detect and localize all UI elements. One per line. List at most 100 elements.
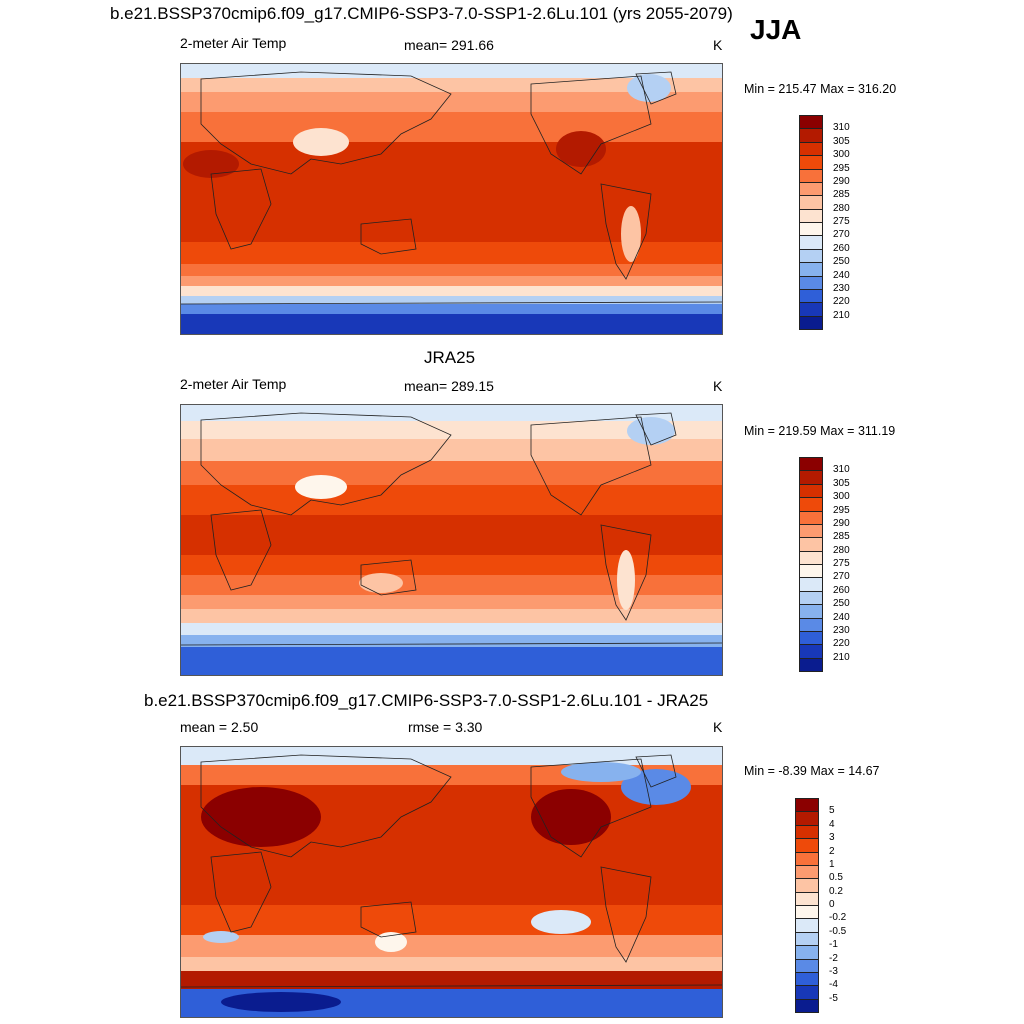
colorbar-tick-label: -2 [829,952,838,964]
panel2-colorbar: 310 305 300 295 290 285 280 275 270 260 250 240 230 2… [799,457,850,672]
panel2-minmax: Min = 219.59 Max = 311.19 [744,424,896,438]
colorbar-swatch [799,222,823,237]
colorbar-swatch [799,128,823,143]
colorbar-swatch [799,483,823,499]
colorbar-tick-label: 210 [833,651,850,663]
colorbar-tick-label: 260 [833,242,850,254]
panel1-minmax: Min = 215.47 Max = 316.20 [744,82,897,96]
colorbar-tick-label: 250 [833,256,850,268]
colorbar-tick-label: -4 [829,979,838,991]
panel2-mean: mean= 289.15 [404,378,494,394]
colorbar-swatch [795,798,819,813]
colorbar-swatch [795,811,819,826]
colorbar-tick-label: 280 [833,544,850,556]
colorbar-tick-label: 0 [829,899,835,910]
colorbar-tick-label: 310 [833,464,850,476]
panel3-mean: mean = 2.50 [180,719,259,735]
panel3-map [180,746,723,1018]
panel1-units: K [713,37,723,53]
colorbar-swatch [799,115,823,130]
colorbar-tick-label: 230 [833,624,850,636]
colorbar-swatch [799,315,823,330]
colorbar-swatch [795,931,819,947]
colorbar-tick-label: -0.5 [829,925,847,937]
colorbar-swatch [799,208,823,223]
panel1-colorbar: 310 305 300 295 290 285 280 275 270 260 250 240 230 2… [799,115,850,330]
colorbar-tick-label: 275 [833,216,850,227]
colorbar-tick-label: 305 [833,135,850,147]
colorbar-swatch [795,985,819,1000]
colorbar-swatch [799,195,823,210]
panel1-mean: mean= 291.66 [404,37,494,53]
colorbar-tick-label: -0.2 [829,912,847,924]
colorbar-swatch [795,891,819,906]
colorbar-swatch [799,644,823,659]
colorbar-tick-label: 240 [833,611,850,623]
colorbar-swatch [799,235,823,250]
colorbar-tick-label: 210 [833,309,850,321]
colorbar-tick-label: 220 [833,296,850,308]
colorbar-tick-label: 300 [833,149,850,161]
colorbar-swatch [799,262,823,277]
colorbar-swatch [799,550,823,565]
colorbar-swatch [799,288,823,304]
colorbar-tick-label: 295 [833,162,850,174]
colorbar-tick-label: -5 [829,992,838,1004]
colorbar-swatch [799,617,823,632]
colorbar-tick-label: -3 [829,965,838,977]
panel3-rmse: rmse = 3.30 [408,719,483,735]
colorbar-tick-label: 240 [833,269,850,281]
colorbar-swatch [799,457,823,472]
colorbar-swatch [799,537,823,552]
colorbar-swatch [799,141,823,157]
colorbar-tick-label: 5 [829,805,835,817]
colorbar-tick-label: 250 [833,598,850,610]
colorbar-swatch [799,181,823,197]
colorbar-swatch [799,168,823,183]
colorbar-tick-label: 270 [833,229,850,241]
colorbar-tick-label: 270 [833,571,850,583]
colorbar-tick-label: 260 [833,584,850,596]
colorbar-swatch [795,878,819,893]
colorbar-swatch [799,248,823,264]
colorbar-swatch [799,657,823,672]
panel3-minmax: Min = -8.39 Max = 14.67 [744,764,880,778]
colorbar-swatch [799,630,823,646]
colorbar-tick-label: 230 [833,282,850,294]
colorbar-swatch [799,497,823,512]
colorbar-tick-label: 0.5 [829,872,843,884]
colorbar-swatch [795,971,819,987]
colorbar-tick-label: 1 [829,858,835,870]
panel3-units: K [713,719,723,735]
colorbar-tick-label: 285 [833,531,850,543]
colorbar-swatch [799,275,823,290]
colorbar-swatch [795,838,819,853]
panel3-colorbar: 5 4 3 2 1 0.5 0.2 0 -0.2 -0.5 -1 -2 -3 -4 -5 [795,798,846,1013]
colorbar-tick-label: 220 [833,638,850,650]
colorbar-tick-label: 305 [833,477,850,489]
colorbar-tick-label: 0.2 [829,885,843,897]
panel2-map [180,404,723,676]
colorbar-swatch [795,851,819,866]
colorbar-swatch [799,604,823,619]
colorbar-tick-label: 2 [829,845,835,857]
colorbar-tick-label: -1 [829,939,838,951]
colorbar-tick-label: 285 [833,189,850,201]
panel2-units: K [713,378,723,394]
colorbar-swatch [795,824,819,840]
colorbar-swatch [795,864,819,880]
colorbar-swatch [799,302,823,317]
colorbar-swatch [795,958,819,973]
colorbar-tick-label: 290 [833,175,850,187]
panel1-variable: 2-meter Air Temp [180,35,287,51]
colorbar-swatch [799,510,823,525]
colorbar-tick-label: 310 [833,122,850,134]
colorbar-swatch [799,470,823,485]
colorbar-tick-label: 275 [833,558,850,569]
panel3-title: b.e21.BSSP370cmip6.f09_g17.CMIP6-SSP3-7.… [144,691,709,710]
colorbar-tick-label: 295 [833,504,850,516]
colorbar-swatch [799,155,823,170]
case-title: b.e21.BSSP370cmip6.f09_g17.CMIP6-SSP3-7.… [110,4,733,23]
colorbar-tick-label: 4 [829,818,835,830]
colorbar-swatch [795,998,819,1013]
